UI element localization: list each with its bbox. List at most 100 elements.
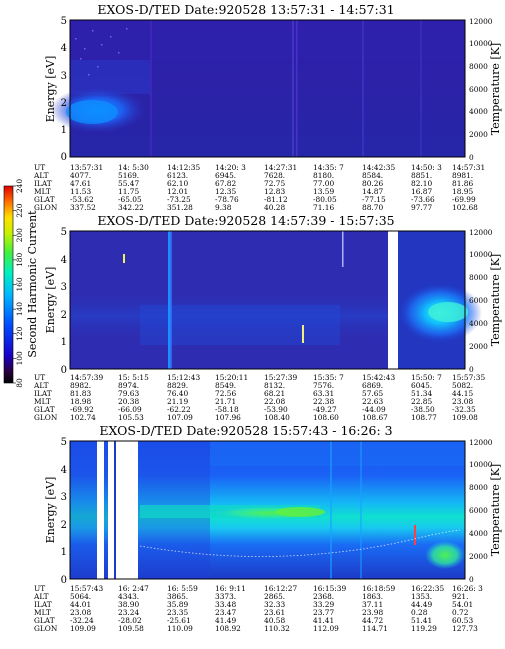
panel-2-axes: 0 1 2 3 4 5 0 2000 4000 6000 8000 10000 … [44, 227, 502, 376]
panel-1-ylabel-right: Temperature [K] [489, 43, 502, 135]
panel-1-rtick-3: 6000 [469, 85, 488, 94]
ephemeris-cell: 41.41 [313, 616, 334, 625]
panel-1-rtick-4: 8000 [469, 62, 488, 71]
ephemeris-cell: -38.50 [411, 405, 435, 414]
ephemeris-cell: -69.99 [452, 195, 476, 204]
ephemeris-cell: 60.53 [452, 616, 473, 625]
panel-2-row-label: ILAT [34, 389, 52, 398]
ephemeris-cell: 20.38 [118, 397, 139, 406]
ephemeris-cell: -53.62 [70, 195, 94, 204]
ephemeris-cell: 33.48 [215, 600, 236, 609]
ephemeris-cell: 14:35: 7 [313, 163, 344, 172]
panel-2-ylabel: Energy [eV] [44, 267, 57, 334]
panel-1-ytick-5: 5 [61, 16, 67, 27]
ephemeris-cell: 15:20:11 [215, 373, 248, 382]
ephemeris-cell: -77.15 [362, 195, 386, 204]
ephemeris-cell: 107.96 [215, 413, 241, 422]
panel-3-ytick-0: 0 [61, 575, 67, 586]
colorbar-tick-label: 180 [15, 253, 24, 267]
ephemeris-cell: 8851. [411, 171, 432, 180]
ephemeris-cell: 108.60 [313, 413, 339, 422]
ephemeris-cell: 44.15 [452, 389, 473, 398]
panel-2-row-label: MLT [34, 397, 51, 406]
colorbar-tick-label: 160 [15, 277, 24, 291]
panel-1-ytick-2: 2 [61, 98, 67, 109]
panel-3-ytick-4: 4 [61, 465, 67, 476]
ephemeris-cell: 4077. [70, 171, 91, 180]
panel-3-row-label: UT [34, 584, 45, 593]
ephemeris-cell: 14:42:35 [362, 163, 395, 172]
panel-3-title: EXOS-D/TED Date:920528 15:57:43 - 16:26:… [99, 423, 392, 438]
ephemeris-cell: 6045. [411, 381, 432, 390]
ephemeris-cell: 40.28 [264, 203, 285, 212]
ephemeris-cell: 54.01 [452, 600, 473, 609]
panel-2-rtick-5: 10000 [469, 250, 493, 259]
panel-3-ytick-5: 5 [61, 437, 67, 448]
ephemeris-cell: -49.27 [313, 405, 337, 414]
panel-2-ytick-1: 1 [61, 337, 67, 348]
ephemeris-cell: -62.22 [167, 405, 191, 414]
ephemeris-cell: 6123. [167, 171, 188, 180]
ephemeris-cell: 9.38 [215, 203, 232, 212]
ephemeris-cell: 44.72 [362, 616, 383, 625]
panel-3-ytick-3: 3 [61, 492, 67, 503]
ephemeris-cell: 16: 2:47 [118, 584, 149, 593]
ephemeris-cell: -66.09 [118, 405, 142, 414]
ephemeris-cell: -32.35 [452, 405, 476, 414]
panel-3-axes: 0 1 2 3 4 5 0 2000 4000 6000 8000 10000 … [44, 437, 502, 586]
ephemeris-cell: 97.77 [411, 203, 432, 212]
panel-2: EXOS-D/TED Date:920528 14:57:39 - 15:57:… [33, 213, 502, 422]
ephemeris-cell: 7576. [313, 381, 334, 390]
ephemeris-cell: 63.31 [313, 389, 334, 398]
panel-2-rtick-0: 0 [469, 365, 474, 374]
ephemeris-cell: 35.89 [167, 600, 188, 609]
ephemeris-cell: 67.82 [215, 179, 236, 188]
ephemeris-cell: 109.09 [70, 624, 96, 633]
ephemeris-cell: 108.67 [362, 413, 388, 422]
ephemeris-cell: 14:27:31 [264, 163, 297, 172]
ephemeris-cell: 23.08 [70, 608, 91, 617]
ephemeris-cell: 16:22:35 [411, 584, 444, 593]
ephemeris-cell: 33.29 [313, 600, 334, 609]
ephemeris-cell: -32.24 [70, 616, 94, 625]
ephemeris-cell: 71.16 [313, 203, 334, 212]
panel-2-ytick-0: 0 [61, 365, 67, 376]
ephemeris-cell: 15:42:43 [362, 373, 395, 382]
ephemeris-cell: 8981. [452, 171, 473, 180]
ephemeris-cell: 2865. [264, 592, 285, 601]
ephemeris-cell: 13:57:31 [70, 163, 103, 172]
ephemeris-cell: 8132. [264, 381, 285, 390]
ephemeris-cell: 55.47 [118, 179, 139, 188]
panel-2-rtick-3: 6000 [469, 296, 488, 305]
panel-3-row-label: GLAT [34, 616, 55, 625]
panel-2-rtick-1: 2000 [469, 342, 488, 351]
ephemeris-cell: 114.71 [362, 624, 388, 633]
ephemeris-cell: 102.68 [452, 203, 478, 212]
panel-3-row-label: ALT [33, 592, 49, 601]
ephemeris-cell: 15: 5:15 [118, 373, 149, 382]
panel-2-rtick-2: 4000 [469, 319, 488, 328]
ephemeris-cell: 921. [452, 592, 468, 601]
panel-1-heatmap [50, 19, 466, 158]
panel-1-row-label: MLT [34, 187, 51, 196]
ephemeris-cell: 22.08 [264, 397, 285, 406]
ephemeris-cell: 14:20: 3 [215, 163, 246, 172]
ephemeris-cell: 22.38 [313, 397, 334, 406]
ephemeris-cell: -69.92 [70, 405, 94, 414]
colorbar-tick-label: 200 [15, 228, 24, 242]
panel-3-rtick-2: 4000 [469, 529, 488, 538]
colorbar-gradient [3, 185, 14, 384]
ephemeris-cell: 15:27:39 [264, 373, 297, 382]
ephemeris-cell: 23.98 [362, 608, 383, 617]
ephemeris-cell: 3865. [167, 592, 188, 601]
ephemeris-cell: 81.83 [70, 389, 91, 398]
ephemeris-cell: 16:12:27 [264, 584, 297, 593]
ephemeris-cell: 15:50: 7 [411, 373, 442, 382]
ephemeris-cell: -81.12 [264, 195, 288, 204]
ephemeris-cell: 23.47 [215, 608, 236, 617]
ephemeris-cell: 16: 5:59 [167, 584, 198, 593]
panel-2-row-label: GLAT [34, 405, 55, 414]
ephemeris-cell: -73.25 [167, 195, 191, 204]
panel-3-ylabel-right: Temperature [K] [489, 464, 502, 556]
